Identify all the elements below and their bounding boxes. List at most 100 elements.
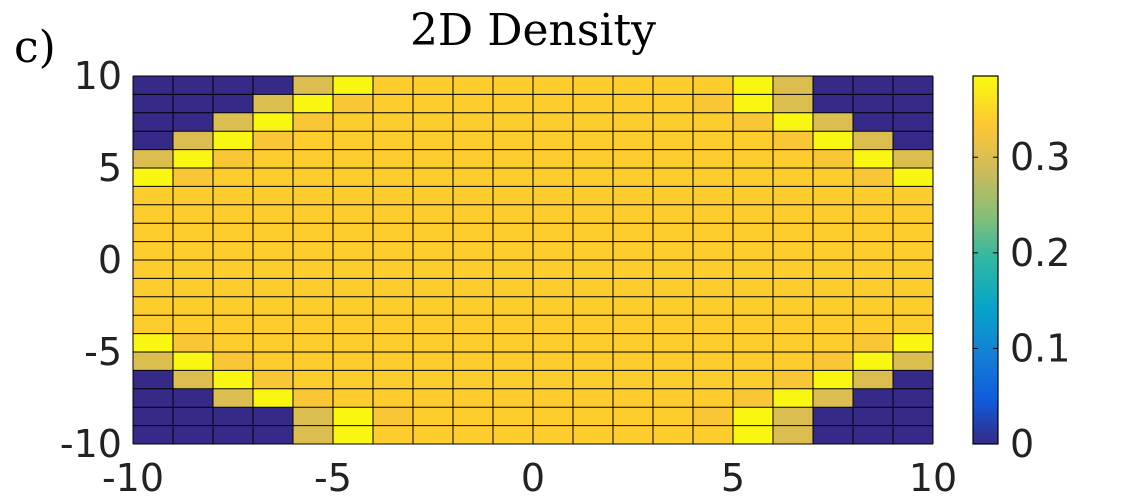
y-tick-label: 5: [98, 146, 122, 190]
heatmap-cell: [533, 223, 574, 242]
heatmap-cell: [253, 296, 294, 316]
heatmap-cell: [293, 388, 334, 408]
heatmap-cell: [413, 333, 454, 353]
heatmap-cell: [693, 204, 734, 224]
heatmap-cell: [293, 370, 334, 390]
heatmap-cell: [853, 223, 894, 242]
heatmap-cell: [693, 94, 734, 114]
heatmap-cell: [653, 168, 694, 187]
heatmap-cell: [333, 131, 374, 150]
heatmap-cell: [813, 131, 854, 150]
heatmap-cell: [493, 260, 534, 279]
heatmap-cell: [493, 388, 534, 408]
heatmap-cell: [733, 425, 774, 445]
heatmap-cell: [253, 149, 294, 169]
heatmap-cell: [893, 260, 934, 279]
heatmap-cell: [773, 296, 814, 316]
heatmap-cell: [133, 131, 174, 150]
heatmap-cell: [413, 388, 454, 408]
heatmap-cell: [453, 241, 494, 261]
heatmap-cell: [213, 204, 254, 224]
heatmap-cell: [253, 260, 294, 279]
heatmap-cell: [893, 112, 934, 132]
heatmap-cell: [573, 149, 614, 169]
heatmap-cell: [893, 333, 934, 353]
heatmap-cell: [173, 278, 214, 298]
heatmap-cell: [613, 388, 654, 408]
heatmap-cell: [133, 241, 174, 261]
heatmap-cell: [133, 186, 174, 206]
heatmap-cell: [613, 204, 654, 224]
heatmap-cell: [213, 186, 254, 206]
heatmap-cell: [173, 131, 214, 150]
heatmap-cell: [773, 260, 814, 279]
colorbar-ticks: 0 0.1 0.2 0.3: [973, 135, 1070, 466]
heatmap-cell: [253, 370, 294, 390]
colorbar-tick-label: 0.1: [1010, 326, 1070, 370]
heatmap-cell: [133, 149, 174, 169]
heatmap-cell: [573, 204, 614, 224]
heatmap-cell: [213, 168, 254, 187]
heatmap-cell: [893, 149, 934, 169]
heatmap-cell: [653, 278, 694, 298]
heatmap-cell: [893, 425, 934, 445]
heatmap-cell: [853, 278, 894, 298]
heatmap-cell: [333, 352, 374, 371]
heatmap-cell: [173, 112, 214, 132]
heatmap-cell: [893, 278, 934, 298]
x-tick-label: -10: [102, 456, 164, 500]
heatmap-cell: [413, 260, 454, 279]
heatmap-cell: [413, 315, 454, 334]
heatmap-cell: [453, 370, 494, 390]
heatmap-cell: [413, 131, 454, 150]
heatmap-cell: [253, 223, 294, 242]
heatmap-cell: [853, 76, 894, 95]
heatmap-cell: [493, 296, 534, 316]
heatmap-cell: [653, 76, 694, 95]
heatmap-cell: [733, 407, 774, 426]
heatmap-cell: [493, 186, 534, 206]
heatmap-cell: [173, 370, 214, 390]
heatmap-cell: [533, 112, 574, 132]
heatmap-cell: [373, 112, 414, 132]
y-tick-label: 10: [74, 54, 122, 98]
heatmap-cell: [613, 352, 654, 371]
heatmap-cell: [733, 260, 774, 279]
heatmap-cell: [493, 131, 534, 150]
heatmap-cell: [693, 278, 734, 298]
heatmap-cell: [133, 407, 174, 426]
panel-label: c): [14, 22, 56, 73]
heatmap-cell: [813, 388, 854, 408]
heatmap-cell: [773, 186, 814, 206]
heatmap-cell: [613, 94, 654, 114]
heatmap-cell: [333, 223, 374, 242]
heatmap-cell: [773, 131, 814, 150]
heatmap-cell: [173, 333, 214, 353]
heatmap-cell: [773, 223, 814, 242]
heatmap-cell: [173, 76, 214, 95]
heatmap-cell: [253, 333, 294, 353]
heatmap-cell: [733, 149, 774, 169]
heatmap-cell: [773, 76, 814, 95]
heatmap-cell: [693, 370, 734, 390]
heatmap-cell: [373, 425, 414, 445]
heatmap-cell: [413, 370, 454, 390]
heatmap-cell: [573, 388, 614, 408]
heatmap-cell: [573, 112, 614, 132]
heatmap-cell: [453, 204, 494, 224]
heatmap-cell: [533, 260, 574, 279]
heatmap-cell: [213, 333, 254, 353]
heatmap-cell: [453, 425, 494, 445]
heatmap-cell: [853, 94, 894, 114]
heatmap-cell: [373, 333, 414, 353]
heatmap-cell: [773, 315, 814, 334]
heatmap-grid: [132, 75, 934, 445]
heatmap-cell: [893, 131, 934, 150]
heatmap-cell: [893, 204, 934, 224]
heatmap-cell: [333, 425, 374, 445]
colorbar-tick-label: 0: [1010, 422, 1034, 466]
heatmap-cell: [773, 333, 814, 353]
heatmap-cell: [213, 370, 254, 390]
heatmap-cell: [253, 388, 294, 408]
heatmap-cell: [453, 315, 494, 334]
